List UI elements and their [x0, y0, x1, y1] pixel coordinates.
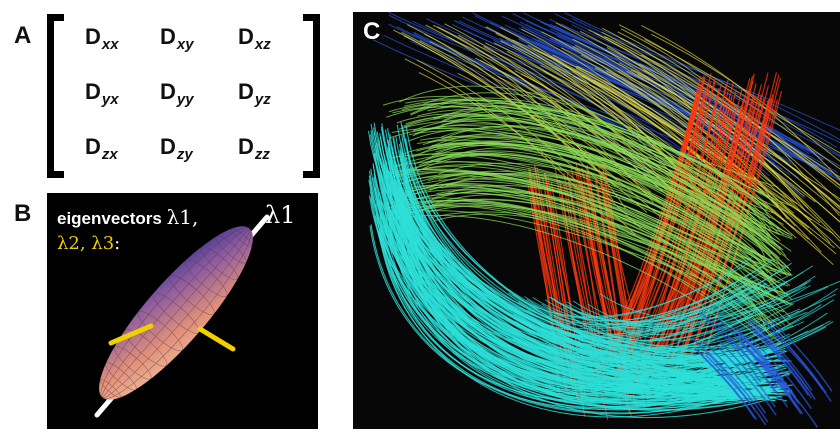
fiber-bundle-green — [382, 85, 793, 358]
matrix-cell-subscript: zz — [254, 146, 270, 163]
matrix-cell-zy: Dzy — [160, 134, 193, 163]
matrix-cell-symbol: D — [238, 134, 254, 159]
panel-label-a: A — [14, 22, 32, 49]
lambda-colon: : — [114, 233, 121, 254]
matrix-cell-xx: Dxx — [85, 24, 119, 53]
matrix-cell-symbol: D — [160, 79, 176, 104]
panel-b-ellipsoid: eigenvectors λ1, λ1 λ2, λ3: — [47, 193, 318, 429]
panel-label-c: C — [363, 18, 381, 45]
fiber-tractography-image — [367, 12, 840, 428]
eigenvectors-secondary-label: λ2, λ3: — [57, 233, 120, 254]
matrix-cell-subscript: xz — [254, 36, 271, 53]
eigenvectors-title-lambda: λ1, — [166, 205, 199, 229]
matrix-cell-symbol: D — [160, 134, 176, 159]
matrix-cell-symbol: D — [160, 24, 176, 49]
eigenvector-lambda2-line — [108, 323, 154, 346]
matrix-left-bracket — [47, 14, 64, 178]
matrix-cell-symbol: D — [85, 134, 101, 159]
matrix-cell-symbol: D — [85, 79, 101, 104]
fiber-bundle-cyan-lower — [504, 256, 840, 377]
matrix-cell-subscript: yy — [176, 91, 194, 108]
matrix-cell-subscript: xx — [101, 36, 119, 53]
matrix-cell-subscript: xy — [176, 36, 194, 53]
ellipsoid-mesh — [100, 227, 252, 399]
matrix-cell-subscript: zx — [101, 146, 118, 163]
matrix-cell-subscript: yx — [101, 91, 119, 108]
eigenvectors-title: eigenvectors λ1, — [57, 205, 198, 229]
lambda1-axis-label: λ1 — [265, 201, 296, 229]
matrix-cell-symbol: D — [238, 24, 254, 49]
matrix-cell-xz: Dxz — [238, 24, 271, 53]
eigenvector-lambda3-line — [197, 326, 236, 352]
panel-c-tractography: C — [353, 12, 840, 429]
fiber-bundle-blue-lower — [694, 311, 833, 428]
matrix-cell-subscript: yz — [254, 91, 271, 108]
panel-label-b: B — [14, 200, 32, 227]
matrix-cell-zz: Dzz — [238, 134, 270, 163]
matrix-cell-yy: Dyy — [160, 79, 194, 108]
ellipsoid-figure — [94, 214, 270, 418]
eigenvectors-title-text: eigenvectors — [57, 209, 167, 228]
fiber-bundle-cyan — [367, 121, 793, 419]
matrix-cell-yx: Dyx — [85, 79, 119, 108]
matrix-cell-symbol: D — [85, 24, 101, 49]
matrix-cell-yz: Dyz — [238, 79, 271, 108]
matrix-right-bracket — [303, 14, 320, 178]
lambda2-lambda3-text: λ2, λ3 — [57, 233, 115, 254]
matrix-cell-xy: Dxy — [160, 24, 194, 53]
matrix-cell-subscript: zy — [176, 146, 193, 163]
panel-a: A Dxx Dxy Dxz Dyx Dyy Dyz Dzx Dzy Dzz — [0, 0, 340, 185]
matrix-cell-symbol: D — [238, 79, 254, 104]
matrix-cell-zx: Dzx — [85, 134, 118, 163]
